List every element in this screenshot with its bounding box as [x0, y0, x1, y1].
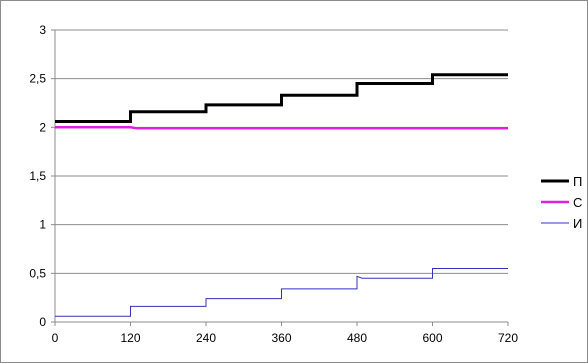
x-tick-label-4: 480 [347, 331, 367, 345]
y-tick-label-4: 2 [39, 120, 46, 134]
y-tick-label-6: 3 [39, 23, 46, 37]
x-tick-label-2: 240 [196, 331, 216, 345]
series-line-2 [55, 268, 508, 317]
series-line-0 [55, 73, 508, 123]
y-tick-label-2: 1 [39, 218, 46, 232]
y-tick-label-1: 0,5 [29, 266, 46, 280]
y-tick-label-0: 0 [39, 315, 46, 329]
legend-label-1: С [573, 195, 582, 210]
x-tick-label-1: 120 [120, 331, 140, 345]
y-tick-label-5: 2,5 [29, 72, 46, 86]
legend-label-0: П [573, 174, 582, 189]
x-tick-label-6: 720 [498, 331, 518, 345]
legend-label-2: И [573, 216, 582, 231]
x-tick-label-3: 360 [271, 331, 291, 345]
series-line-1 [55, 126, 508, 130]
x-tick-label-0: 0 [52, 331, 59, 345]
x-tick-label-5: 600 [422, 331, 442, 345]
y-tick-label-3: 1,5 [29, 169, 46, 183]
